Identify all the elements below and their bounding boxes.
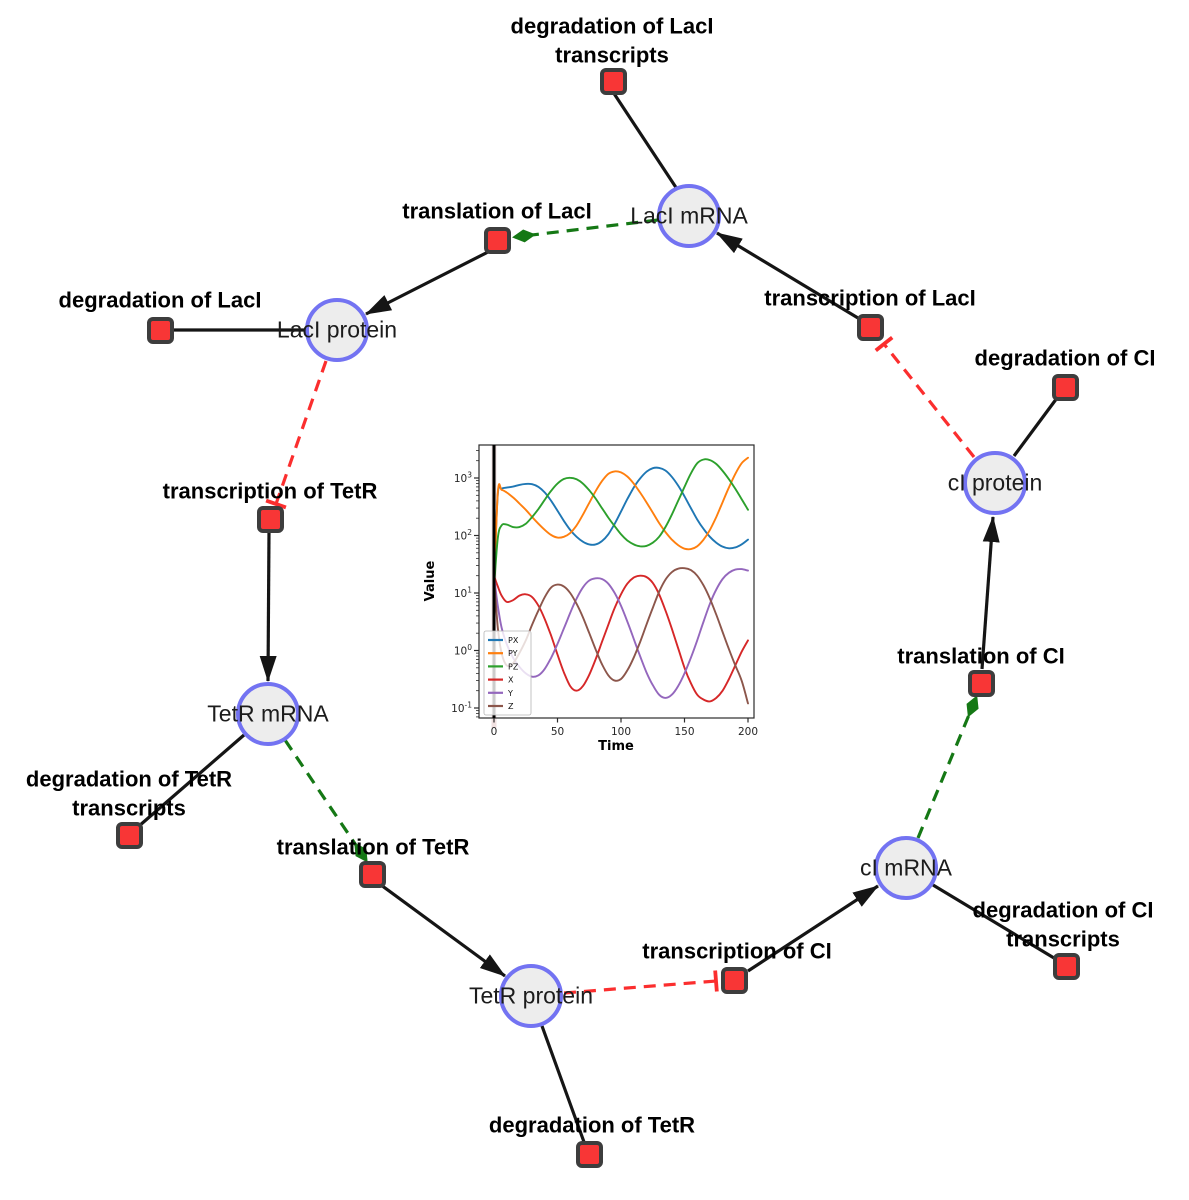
curves-layer — [493, 456, 749, 705]
species-label-ci-protein: cI protein — [947, 469, 1043, 496]
reaction-node-transcription-ci[interactable] — [721, 967, 748, 994]
y-tick-label: 100 — [454, 643, 472, 658]
species-node-ci-mrna[interactable] — [874, 836, 938, 900]
x-tick-label: 0 — [491, 726, 498, 738]
species-node-tetr-mrna[interactable] — [236, 682, 300, 746]
edge-transcription-tetr-tetrmrna — [259, 531, 277, 682]
curve-X — [493, 574, 749, 703]
reaction-node-deg-tetr[interactable] — [576, 1141, 603, 1168]
edge-laciprotein-transcription-tetr — [265, 360, 328, 510]
edge-translation-laci-laciprotein — [365, 250, 489, 316]
legend-label-PY: PY — [508, 649, 518, 658]
x-tick-label: 150 — [674, 726, 694, 738]
edge-tetrmrna-translation-tetr — [283, 739, 368, 863]
reaction-node-transcription-tetr[interactable] — [257, 506, 284, 533]
reaction-label-transcription-laci: transcription of LacI — [764, 285, 976, 311]
edge-transcription-ci-cimrna — [747, 884, 879, 973]
species-label-laci-mrna: LacI mRNA — [630, 202, 748, 229]
y-tick-label: 102 — [454, 528, 472, 543]
reaction-label-deg-tetr-transcripts: degradation of TetR transcripts — [25, 766, 233, 820]
edge-tetrprotein-deg-tetr — [540, 1025, 586, 1143]
curve-PZ — [493, 458, 749, 590]
edge-translation-ci-ciprotein — [980, 516, 1000, 670]
reaction-label-deg-ci: degradation of CI — [974, 345, 1156, 371]
legend-label-Y: Y — [507, 689, 513, 698]
y-tick-label: 103 — [454, 470, 472, 485]
reaction-label-deg-laci: degradation of LacI — [58, 287, 262, 313]
y-tick-label: 10-1 — [451, 700, 472, 715]
reaction-label-deg-tetr: degradation of TetR — [488, 1112, 696, 1138]
species-label-laci-protein: LacI protein — [276, 316, 398, 343]
y-tick-label: 101 — [454, 585, 472, 600]
legend-label-PZ: PZ — [508, 662, 519, 671]
species-label-ci-mrna: cI mRNA — [860, 854, 952, 881]
reaction-label-translation-ci: translation of CI — [897, 643, 1065, 669]
reaction-node-transcription-laci[interactable] — [857, 314, 884, 341]
edge-tetrprotein-transcription-ci — [563, 970, 719, 995]
edge-cimrna-translation-ci — [916, 695, 979, 839]
curve-PY — [493, 456, 749, 594]
reaction-node-translation-ci[interactable] — [968, 670, 995, 697]
curve-PX — [493, 466, 749, 584]
reaction-label-translation-laci: translation of LacI — [402, 198, 592, 224]
curve-Z — [493, 567, 749, 705]
edge-ciprotein-deg-ci — [1012, 397, 1059, 457]
reaction-label-translation-tetr: translation of TetR — [276, 834, 470, 860]
edge-ciprotein-transcription-laci — [874, 335, 976, 458]
x-tick-label: 100 — [611, 726, 631, 738]
reaction-node-deg-ci[interactable] — [1052, 374, 1079, 401]
edge-tetrmrna-deg-tetr-transcripts — [137, 733, 246, 828]
reaction-node-deg-laci-transcripts[interactable] — [600, 68, 627, 95]
reaction-label-deg-ci-transcripts: degradation of CI transcripts — [972, 897, 1154, 951]
timecourse-chart: 0 50 100 150 200 10-1 100 101 102 103 PX PY PZ XYZ Tim… — [423, 444, 758, 754]
species-label-tetr-mrna: TetR mRNA — [207, 700, 329, 727]
edge-lacimrna-translation-laci — [512, 218, 659, 243]
edge-lacimrna-deg-transcripts — [611, 91, 679, 190]
species-node-tetr-protein[interactable] — [499, 964, 563, 1028]
curve-Y — [493, 568, 749, 699]
reaction-label-deg-laci-transcripts: degradation of LacI transcripts — [510, 13, 714, 67]
reaction-node-translation-laci[interactable] — [484, 227, 511, 254]
reaction-node-deg-laci[interactable] — [147, 317, 174, 344]
plot-frame — [478, 444, 755, 719]
reaction-node-deg-tetr-transcripts[interactable] — [116, 822, 143, 849]
legend-label-X: X — [508, 676, 514, 685]
species-node-ci-protein[interactable] — [963, 451, 1027, 515]
edge-translation-tetr-tetrprotein — [380, 883, 506, 978]
edge-cimrna-deg-ci-transcripts — [932, 883, 1055, 960]
reaction-label-transcription-ci: transcription of CI — [642, 938, 832, 964]
legend-label-PX: PX — [508, 636, 519, 645]
edge-transcription-laci-lacimrna — [716, 231, 859, 320]
species-label-tetr-protein: TetR protein — [468, 982, 594, 1009]
species-node-laci-protein[interactable] — [305, 298, 369, 362]
reaction-label-transcription-tetr: transcription of TetR — [162, 478, 378, 504]
species-node-laci-mrna[interactable] — [657, 184, 721, 248]
x-tick-label: 50 — [551, 726, 564, 738]
legend-label-Z: Z — [508, 702, 514, 711]
reaction-node-deg-ci-transcripts[interactable] — [1053, 953, 1080, 980]
reaction-node-translation-tetr[interactable] — [359, 861, 386, 888]
timecourse-inset-plot: 0 50 100 150 200 10-1 100 101 102 103 PX PY PZ X Y Z Tim… — [420, 435, 765, 760]
x-tick-label: 200 — [738, 726, 758, 738]
legend-box — [483, 630, 532, 716]
y-axis-label: Value — [423, 560, 438, 601]
x-axis-label: Time — [598, 739, 634, 754]
